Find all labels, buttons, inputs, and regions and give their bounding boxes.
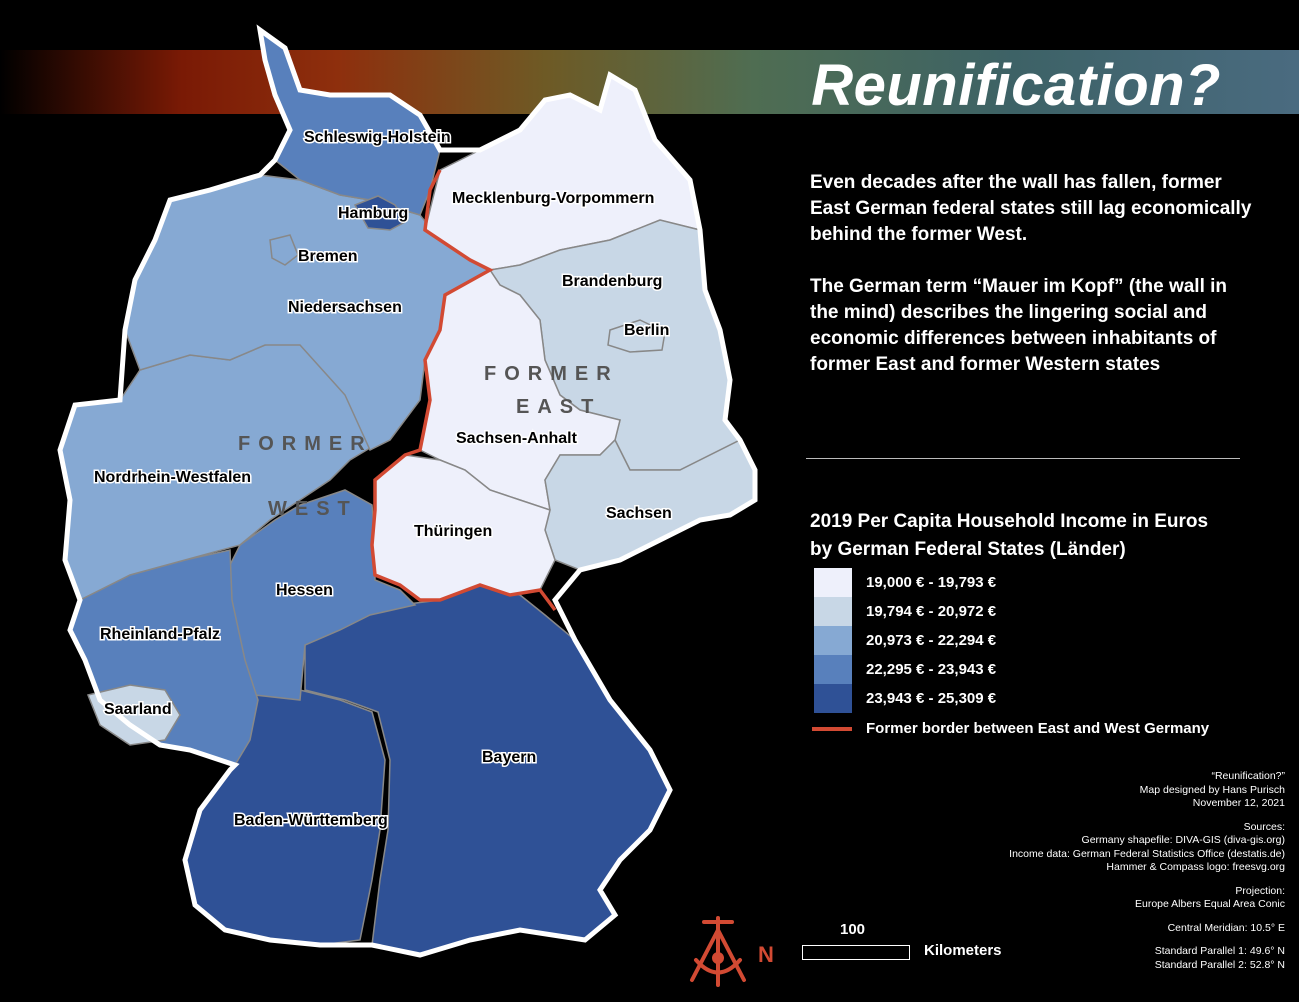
scale-unit: Kilometers [924,942,1002,959]
state-hamburg [353,195,407,231]
projection-heading: Projection: [1235,884,1285,897]
germany-map: FORMER WEST FORMER EAST Schleswig-Holste… [57,24,758,987]
legend-row: 19,794 € - 20,972 € [814,597,996,626]
label-bayern: Bayern [482,749,536,766]
intro-paragraph-1: Even decades after the wall has fallen, … [810,172,1252,245]
legend-swatch [814,597,852,626]
legend-title-line2: by German Federal States (Länder) [810,539,1126,560]
legend-swatch [814,568,852,597]
credits-projection: Projection: Europe Albers Equal Area Con… [945,885,1285,912]
credits-author: Map designed by Hans Purisch [1139,783,1285,796]
label-bremen: Bremen [298,248,358,265]
label-niedersachsen: Niedersachsen [288,299,402,316]
region-west-line2: WEST [268,498,358,520]
source-logo: Hammer & Compass logo: freesvg.org [1106,861,1285,873]
label-sachsen-anhalt: Sachsen-Anhalt [456,430,578,447]
credits-parallels: Standard Parallel 1: 49.6° N Standard Pa… [945,945,1285,972]
legend-label: 20,973 € - 22,294 € [866,632,997,649]
label-thueringen: Thüringen [414,523,492,540]
label-mecklenburg: Mecklenburg-Vorpommern [452,190,654,207]
credits-date: November 12, 2021 [1192,797,1285,809]
legend-row: 20,973 € - 22,294 € [814,626,996,655]
border-legend: Former border between East and West Germ… [812,720,1209,737]
label-berlin: Berlin [624,322,669,339]
legend-label: 19,000 € - 19,793 € [866,574,997,591]
border-legend-swatch [812,726,852,731]
intro-paragraph-2: The German term “Mauer im Kopf” (the wal… [810,276,1228,375]
source-income: Income data: German Federal Statistics O… [1009,847,1285,860]
scale-bar [802,945,910,960]
legend-swatch [814,655,852,684]
legend-label: 22,295 € - 23,943 € [866,661,997,678]
title-banner [0,50,1299,114]
label-sachsen: Sachsen [606,505,672,522]
legend-title: 2019 Per Capita Household Income in Euro… [810,508,1270,564]
legend-row: 22,295 € - 23,943 € [814,655,996,684]
legend: 19,000 € - 19,793 € 19,794 € - 20,972 € … [814,568,996,713]
legend-label: 19,794 € - 20,972 € [866,603,997,620]
region-east-line2: EAST [516,396,601,418]
legend-swatch [814,626,852,655]
credits: “Reunification?” Map designed by Hans Pu… [945,770,1285,982]
label-brandenburg: Brandenburg [562,273,662,290]
label-hessen: Hessen [276,582,333,599]
region-west-line1: FORMER [238,433,373,455]
projection-name: Europe Albers Equal Area Conic [1134,898,1285,910]
map-title: Reunification? [811,53,1221,118]
label-rheinland-pfalz: Rheinland-Pfalz [100,626,220,643]
credits-meridian: Central Meridian: 10.5° E [945,922,1285,936]
state-bremen [269,234,299,266]
divider [806,458,1240,459]
label-baden-wuerttemberg: Baden-Württemberg [234,812,388,829]
legend-row: 19,000 € - 19,793 € [814,568,996,597]
source-shapefile: Germany shapefile: DIVA-GIS (diva-gis.or… [1081,834,1285,846]
credits-title: “Reunification?” [1211,770,1285,782]
border-legend-label: Former border between East and West Germ… [866,720,1210,737]
label-saarland: Saarland [104,701,172,718]
credits-design: “Reunification?” Map designed by Hans Pu… [945,770,1285,811]
central-meridian: Central Meridian: 10.5° E [1167,921,1285,934]
label-hamburg: Hamburg [338,205,408,222]
label-nrw: Nordrhein-Westfalen [94,469,251,486]
region-east-line1: FORMER [484,363,619,385]
hammer-compass-icon [690,916,746,987]
former-border-line [370,169,557,612]
country-outline [57,24,758,958]
standard-parallel-2: Standard Parallel 2: 52.8° N [1154,958,1285,971]
scale-value: 100 [840,921,866,938]
legend-label: 23,943 € - 25,309 € [866,690,997,707]
legend-swatch [814,684,852,713]
credits-sources: Sources: Germany shapefile: DIVA-GIS (di… [945,821,1285,875]
label-schleswig-holstein: Schleswig-Holstein [304,129,451,146]
north-arrow-label: N [758,942,774,967]
state-berlin [607,319,666,353]
standard-parallel-1: Standard Parallel 1: 49.6° N [1154,945,1285,957]
sources-heading: Sources: [1243,820,1285,833]
state-saarland [86,684,181,746]
intro-text: Even decades after the wall has fallen, … [810,170,1260,404]
legend-row: 23,943 € - 25,309 € [814,684,996,713]
legend-title-line1: 2019 Per Capita Household Income in Euro… [810,511,1209,532]
